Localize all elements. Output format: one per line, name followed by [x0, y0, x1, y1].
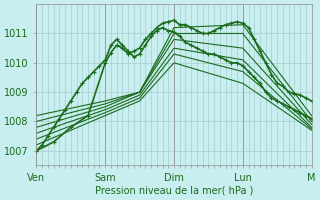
X-axis label: Pression niveau de la mer( hPa ): Pression niveau de la mer( hPa )	[95, 186, 253, 196]
